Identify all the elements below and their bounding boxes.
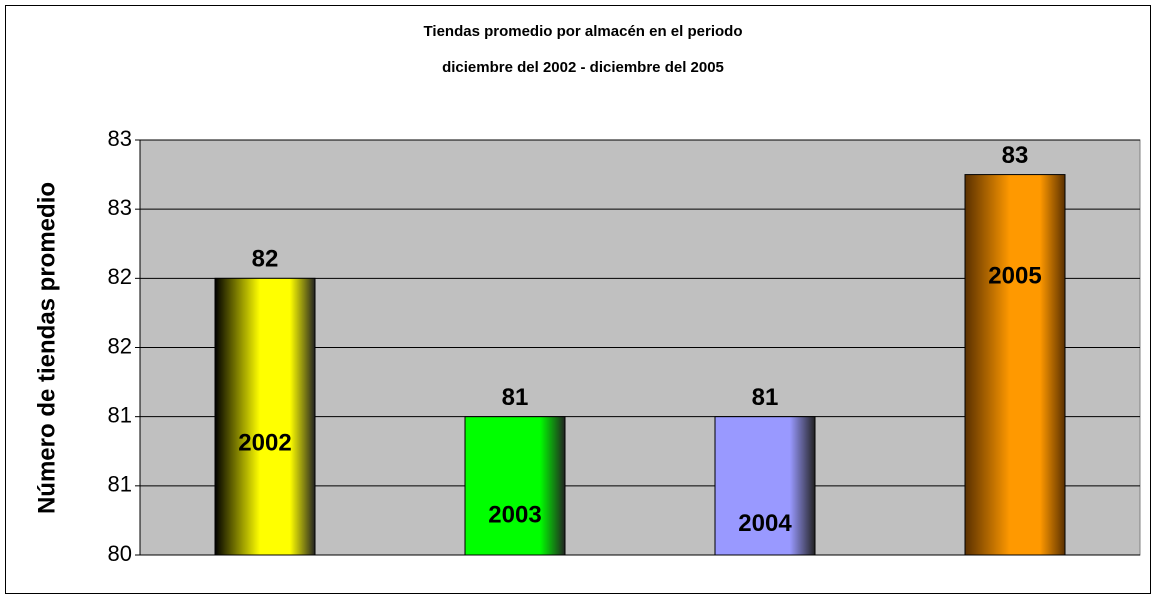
y-tick-label: 83 [108,195,132,220]
y-tick-label: 81 [108,402,132,427]
y-axis-label: Número de tiendas promedio [33,182,60,514]
category-label: 2004 [738,510,792,537]
data-label: 82 [252,246,279,273]
data-label: 81 [502,384,529,411]
chart-title: Tiendas promedio por almacén en el perio… [424,23,743,40]
bar [714,416,816,556]
y-tick-label: 81 [108,472,132,497]
data-label: 83 [1002,142,1029,169]
y-tick-label: 80 [108,541,132,566]
bar [964,174,1066,556]
data-label: 81 [752,384,779,411]
category-label: 2005 [988,263,1041,290]
category-label: 2003 [488,502,541,529]
category-label: 2002 [238,430,291,457]
bar [214,277,316,556]
y-tick-label: 82 [108,333,132,358]
y-tick-label: 83 [108,126,132,151]
bar [464,416,566,556]
chart-subtitle: diciembre del 2002 - diciembre del 2005 [442,59,724,76]
y-tick-label: 82 [108,264,132,289]
